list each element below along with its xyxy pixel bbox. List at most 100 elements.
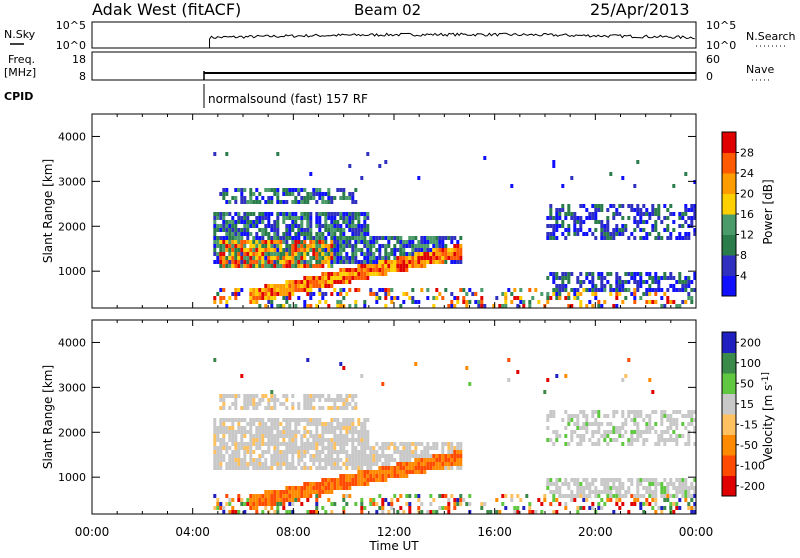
velocity-echo-cell <box>429 446 433 450</box>
velocity-echo-cell <box>342 478 346 482</box>
velocity-echo-cell <box>633 498 637 502</box>
velocity-echo-cell <box>372 458 376 462</box>
velocity-echo-cell <box>339 430 343 434</box>
velocity-echo-cell <box>396 462 400 466</box>
velocity-echo-cell <box>627 410 631 414</box>
power-echo-cell <box>294 216 298 220</box>
power-echo-cell <box>462 296 466 300</box>
velocity-echo-cell <box>279 498 283 502</box>
power-echo-cell <box>375 300 379 304</box>
velocity-echo-cell <box>597 442 601 446</box>
power-echo-cell <box>318 236 322 240</box>
velocity-echo-cell <box>306 450 310 454</box>
velocity-echo-cell <box>279 450 283 454</box>
velocity-echo-cell <box>348 478 352 482</box>
velocity-echo-cell <box>360 374 364 378</box>
velocity-echo-cell <box>216 466 220 470</box>
velocity-echo-cell <box>297 450 301 454</box>
power-echo-cell <box>627 272 631 276</box>
velocity-echo-cell <box>645 422 649 426</box>
velocity-echo-cell <box>237 446 241 450</box>
power-echo-cell <box>219 224 223 228</box>
velocity-echo-cell <box>426 454 430 458</box>
power-echo-cell <box>345 260 349 264</box>
velocity-echo-cell <box>504 506 508 510</box>
power-echo-cell <box>231 260 235 264</box>
velocity-echo-cell <box>393 474 397 478</box>
power-echo-cell <box>561 272 565 276</box>
power-echo-cell <box>306 252 310 256</box>
velocity-colorbar: Velocity [m s-1] -200-100-50-15155010020… <box>721 331 775 497</box>
velocity-echo-cell <box>636 486 640 490</box>
velocity-echo-cell <box>588 422 592 426</box>
power-echo-cell <box>333 220 337 224</box>
velocity-echo-cell <box>687 502 691 506</box>
power-echo-cell <box>408 244 412 248</box>
power-echo-cell <box>558 224 562 228</box>
power-echo-cell <box>318 240 322 244</box>
power-echo-cell <box>324 224 328 228</box>
power-echo-cell <box>687 208 691 212</box>
velocity-echo-cell <box>291 510 295 514</box>
power-echo-cell <box>690 296 694 300</box>
velocity-echo-cell <box>339 478 343 482</box>
velocity-echo-cell <box>429 462 433 466</box>
velocity-echo-cell <box>432 462 436 466</box>
velocity-echo-cell <box>684 478 688 482</box>
velocity-echo-cell <box>582 490 586 494</box>
power-echo-cell <box>693 272 697 276</box>
power-echo-cell <box>456 244 460 248</box>
velocity-echo-cell <box>330 398 334 402</box>
power-echo-cell <box>345 216 349 220</box>
velocity-echo-cell <box>255 502 259 506</box>
velocity-echo-cell <box>255 466 259 470</box>
power-echo-cell <box>291 216 295 220</box>
power-echo-cell <box>459 248 463 252</box>
velocity-echo-cell <box>267 490 271 494</box>
velocity-echo-cell <box>312 442 316 446</box>
velocity-echo-cell <box>228 510 232 514</box>
velocity-echo-cell <box>372 462 376 466</box>
velocity-echo-cell <box>450 458 454 462</box>
power-echo-cell <box>594 296 598 300</box>
power-echo-cell <box>237 252 241 256</box>
velocity-echo-cell <box>408 458 412 462</box>
power-echo-cell <box>330 248 334 252</box>
velocity-echo-cell <box>636 414 640 418</box>
velocity-echo-cell <box>420 502 424 506</box>
velocity-echo-cell <box>282 506 286 510</box>
power-echo-cell <box>234 232 238 236</box>
power-echo-cell <box>567 296 571 300</box>
power-echo-cell <box>306 244 310 248</box>
power-echo-cell <box>594 212 598 216</box>
velocity-echo-cell <box>459 458 463 462</box>
power-echo-cell <box>219 244 223 248</box>
power-echo-cell <box>318 220 322 224</box>
power-echo-cell <box>546 216 550 220</box>
velocity-echo-cell <box>240 502 244 506</box>
velocity-echo-cell <box>555 482 559 486</box>
velocity-echo-cell <box>360 442 364 446</box>
velocity-echo-cell <box>429 454 433 458</box>
velocity-echo-cell <box>423 458 427 462</box>
power-echo-cell <box>351 220 355 224</box>
velocity-echo-cell <box>282 434 286 438</box>
velocity-echo-cell <box>399 474 403 478</box>
velocity-echo-cell <box>657 506 661 510</box>
velocity-echo-cell <box>465 502 469 506</box>
power-echo-cell <box>516 304 520 308</box>
velocity-echo-cell <box>651 506 655 510</box>
velocity-echo-cell <box>378 470 382 474</box>
velocity-echo-cell <box>261 430 265 434</box>
velocity-echo-cell <box>327 490 331 494</box>
power-echo-cell <box>252 244 256 248</box>
velocity-echo-cell <box>240 374 244 378</box>
velocity-echo-cell <box>573 430 577 434</box>
velocity-echo-cell <box>669 494 673 498</box>
power-echo-cell <box>246 216 250 220</box>
velocity-echo-cell <box>354 438 358 442</box>
power-echo-cell <box>555 236 559 240</box>
power-echo-cell <box>459 256 463 260</box>
velocity-echo-cell <box>285 450 289 454</box>
power-echo-cell <box>234 288 238 292</box>
